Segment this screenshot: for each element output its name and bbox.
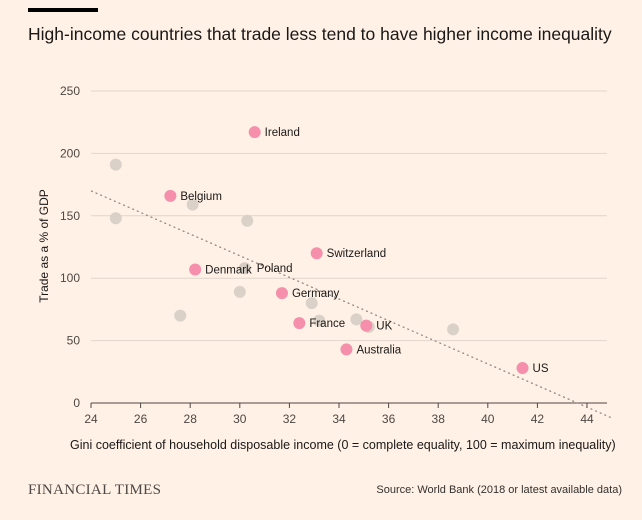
y-tick-label-150: 150 — [60, 209, 80, 223]
point-poland — [238, 262, 251, 275]
x-tick-label-32: 32 — [283, 412, 297, 426]
x-tick-label-24: 24 — [84, 412, 98, 426]
other-country-point — [350, 313, 363, 326]
x-tick-label-30: 30 — [233, 412, 247, 426]
y-tick-label-200: 200 — [60, 146, 80, 160]
point-denmark — [189, 263, 202, 276]
highlighted-countries-points: Ireland Belgium Switzerland Denmark Germany F… — [164, 126, 549, 375]
x-tick-label-34: 34 — [332, 412, 346, 426]
point-germany — [275, 287, 288, 300]
point-australia — [340, 343, 353, 356]
point-uk — [360, 319, 373, 332]
label-france: France — [309, 318, 345, 330]
point-belgium — [164, 189, 177, 202]
point-us — [516, 362, 529, 375]
x-tick-label-40: 40 — [481, 412, 495, 426]
y-axis-label: Trade as a % of GDP — [37, 189, 51, 303]
x-tick-label-26: 26 — [134, 412, 148, 426]
source-note: Source: World Bank (2018 or latest avail… — [376, 484, 622, 496]
other-country-point — [109, 212, 122, 225]
y-tick-label-0: 0 — [73, 396, 80, 410]
point-ireland — [248, 126, 261, 139]
label-switzerland: Switzerland — [327, 248, 386, 260]
grid-lines — [91, 90, 607, 404]
x-tick-label-28: 28 — [184, 412, 198, 426]
label-germany: Germany — [292, 288, 340, 300]
label-uk: UK — [376, 321, 392, 333]
x-tick-label-38: 38 — [432, 412, 446, 426]
x-tick-label-36: 36 — [382, 412, 396, 426]
y-tick-label-50: 50 — [67, 334, 81, 348]
label-belgium: Belgium — [180, 191, 222, 203]
x-tick-labels: 24 26 28 30 32 34 36 38 40 42 44 — [84, 403, 594, 426]
label-denmark: Denmark — [205, 264, 252, 276]
y-tick-label-250: 250 — [60, 84, 80, 98]
ft-logo: FINANCIAL TIMES — [28, 482, 162, 498]
other-country-point — [447, 323, 460, 336]
x-axis-label: Gini coefficient of household disposable… — [70, 438, 616, 452]
trend-line-path — [90, 190, 613, 419]
label-australia: Australia — [356, 344, 401, 356]
other-country-point — [109, 158, 122, 171]
other-country-point — [241, 214, 254, 227]
other-country-point — [305, 297, 318, 310]
label-ireland: Ireland — [265, 127, 300, 139]
trend-line — [90, 190, 613, 419]
x-tick-label-44: 44 — [580, 412, 594, 426]
y-tick-labels: 0 50 100 150 200 250 — [60, 84, 80, 410]
ft-top-bar — [28, 8, 98, 12]
other-country-point — [313, 314, 326, 327]
other-country-point — [174, 309, 187, 322]
chart-title: High-income countries that trade less te… — [28, 24, 612, 44]
label-poland: Poland — [257, 263, 293, 275]
point-france — [293, 317, 306, 330]
point-switzerland — [310, 247, 323, 260]
y-tick-label-100: 100 — [60, 271, 80, 285]
label-us: US — [533, 363, 549, 375]
x-tick-label-42: 42 — [531, 412, 545, 426]
other-country-point — [186, 198, 199, 211]
other-countries-points: Poland — [109, 158, 460, 336]
other-country-point — [233, 285, 246, 298]
